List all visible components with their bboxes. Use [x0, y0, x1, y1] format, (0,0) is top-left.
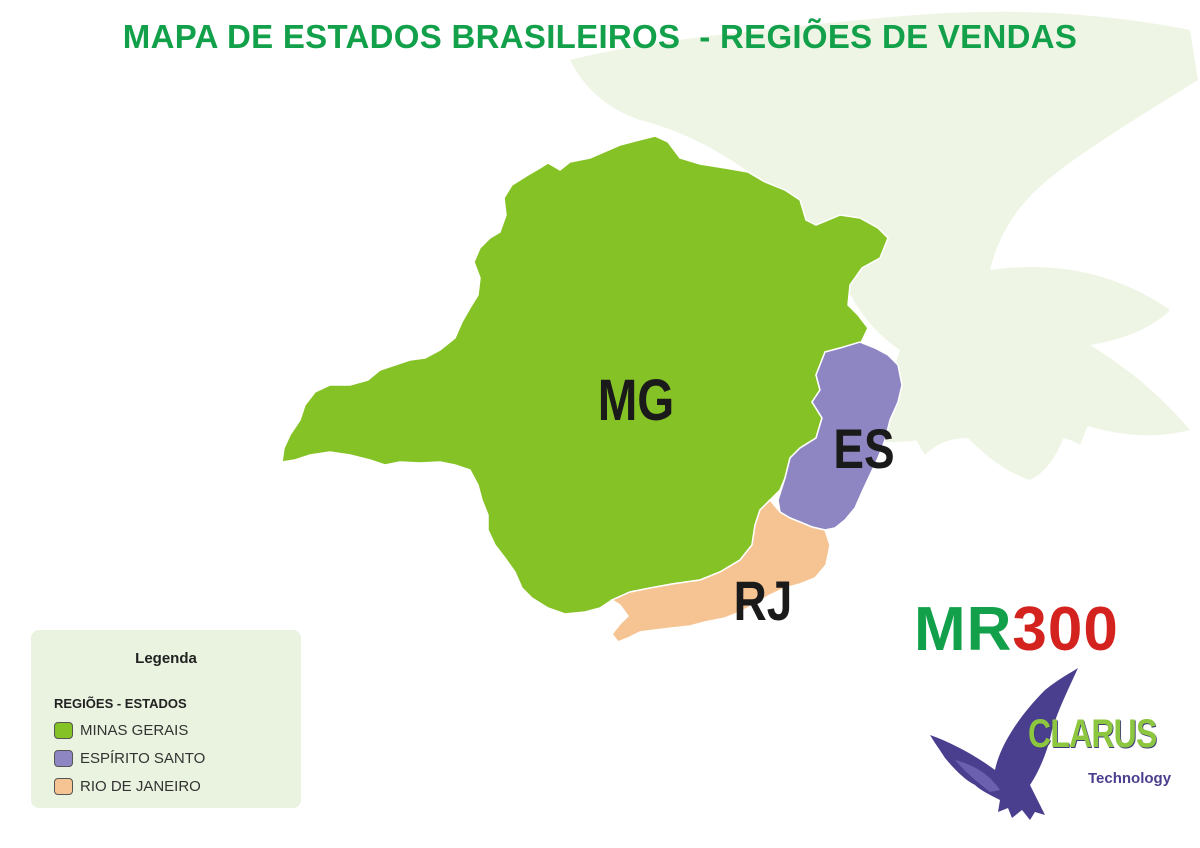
map-region-es[interactable] — [777, 341, 903, 531]
legend-swatch — [54, 750, 73, 767]
legend-swatch — [54, 722, 73, 739]
page-title: MAPA DE ESTADOS BRASILEIROS - REGIÕES DE… — [122, 18, 1078, 55]
legend-item-label: RIO DE JANEIRO — [80, 778, 201, 795]
map-label-es: ES — [833, 418, 894, 480]
company-tagline: Technology — [1088, 770, 1172, 787]
product-logo: MR300 — [914, 594, 1119, 665]
legend-item-label: MINAS GERAIS — [80, 722, 189, 739]
legend-item-label: ESPÍRITO SANTO — [80, 750, 206, 767]
company-logo-text: CLARUS — [1028, 712, 1157, 756]
legend-title: Legenda — [135, 650, 197, 667]
legend-subtitle: REGIÕES - ESTADOS — [54, 696, 187, 711]
map-label-mg: MG — [598, 369, 675, 434]
product-number: 300 — [1012, 595, 1119, 664]
legend-swatch — [54, 778, 73, 795]
eagle-icon — [930, 668, 1078, 820]
map-region-mg[interactable] — [281, 135, 889, 615]
map-region-rj[interactable] — [610, 498, 831, 643]
legend-panel: Legenda REGIÕES - ESTADOS MINAS GERAIS E… — [31, 630, 301, 808]
map-label-rj: RJ — [734, 570, 793, 632]
product-prefix: MR — [914, 595, 1013, 664]
